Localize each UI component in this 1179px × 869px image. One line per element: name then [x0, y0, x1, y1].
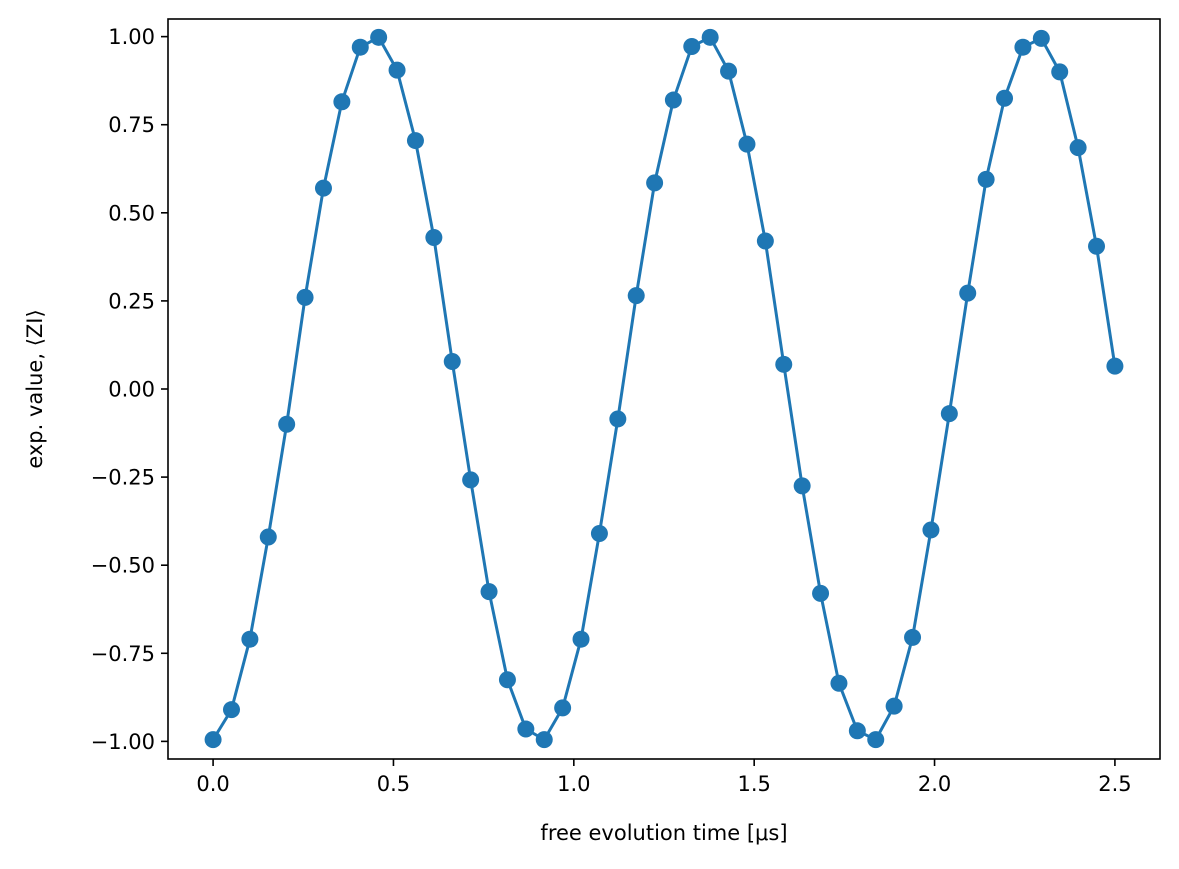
data-point [1014, 38, 1032, 56]
data-point [609, 410, 627, 428]
x-tick-label: 0.5 [377, 772, 410, 796]
data-point [370, 28, 388, 46]
data-point [1088, 237, 1106, 255]
data-point [278, 415, 296, 433]
y-axis-label: exp. value, ⟨ZI⟩ [23, 309, 47, 468]
data-point [480, 583, 498, 601]
data-point [241, 630, 259, 648]
x-tick-label: 2.0 [918, 772, 951, 796]
data-point [462, 471, 480, 489]
data-point [554, 699, 572, 717]
data-point [535, 731, 553, 749]
data-point [664, 91, 682, 109]
y-tick-label: 0.75 [108, 113, 155, 137]
data-point [793, 477, 811, 495]
series-layer [204, 28, 1124, 749]
x-tick-label: 1.0 [557, 772, 590, 796]
y-tick-label: 0.25 [108, 289, 155, 313]
y-tick-label: 0.50 [108, 201, 155, 225]
data-point [1106, 357, 1124, 375]
data-point [333, 93, 351, 111]
data-point [756, 232, 774, 250]
x-axis-ticks: 0.0 0.5 1.0 1.5 2.0 2.5 [196, 759, 1132, 796]
data-point [259, 528, 277, 546]
data-point [922, 521, 940, 539]
data-point [940, 405, 958, 423]
data-point [977, 170, 995, 188]
data-point [812, 584, 830, 602]
data-point [222, 701, 240, 719]
data-point [590, 524, 608, 542]
data-point [498, 671, 516, 689]
data-point [1032, 29, 1050, 47]
y-tick-label: −0.25 [91, 466, 155, 490]
y-tick-label: 1.00 [108, 25, 155, 49]
data-point [296, 288, 314, 306]
data-point [701, 28, 719, 46]
data-point [738, 135, 756, 153]
y-axis-ticks: −1.00 −0.75 −0.50 −0.25 0.00 0.25 0.50 0.75 1.00 [91, 25, 168, 754]
x-axis-label: free evolution time [μs] [540, 821, 787, 845]
y-tick-label: −0.50 [91, 554, 155, 578]
data-point [959, 284, 977, 302]
x-tick-label: 2.5 [1098, 772, 1131, 796]
data-point [314, 179, 332, 197]
data-point [683, 37, 701, 55]
data-point [443, 353, 461, 371]
y-tick-label: −0.75 [91, 642, 155, 666]
data-point [572, 630, 590, 648]
plot-frame [167, 18, 1161, 760]
data-point [627, 287, 645, 305]
data-point [646, 174, 664, 192]
data-point [867, 731, 885, 749]
data-point [885, 697, 903, 715]
data-point [830, 674, 848, 692]
y-tick-label: 0.00 [108, 378, 155, 402]
data-point [720, 62, 738, 80]
data-point [388, 61, 406, 79]
data-point [406, 132, 424, 150]
data-point [204, 731, 222, 749]
data-point [1051, 63, 1069, 81]
data-point [351, 38, 369, 56]
data-point [1069, 139, 1087, 157]
plot-area [168, 19, 1160, 759]
data-point [517, 720, 535, 738]
data-point [904, 628, 922, 646]
x-tick-label: 0.0 [196, 772, 229, 796]
data-point [848, 722, 866, 740]
x-tick-label: 1.5 [737, 772, 770, 796]
data-point [996, 89, 1014, 107]
data-point [425, 228, 443, 246]
y-tick-label: −1.00 [91, 730, 155, 754]
data-point [775, 355, 793, 373]
